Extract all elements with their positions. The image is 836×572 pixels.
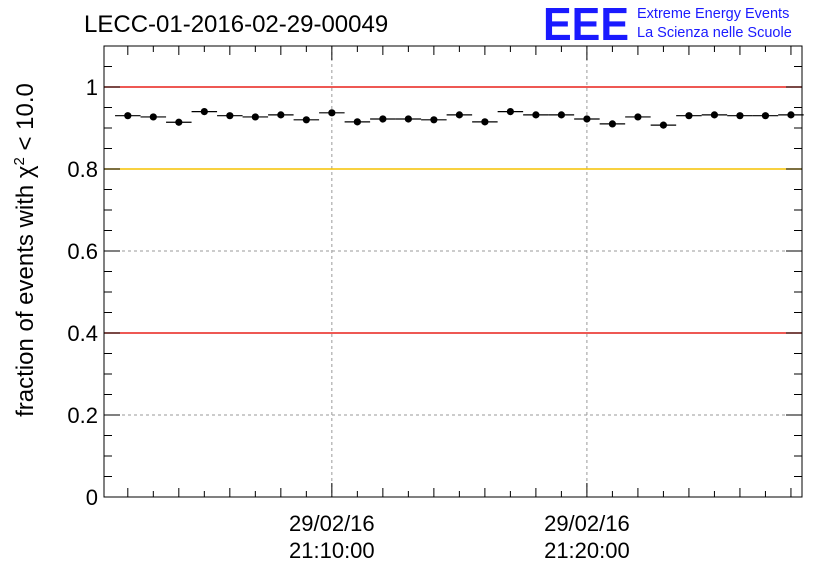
data-point (532, 111, 540, 119)
data-point (710, 111, 719, 119)
data-point (634, 113, 642, 121)
y-tick-label: 0 (86, 485, 98, 510)
y-tick-label: 0.2 (67, 403, 98, 428)
data-point (379, 115, 387, 123)
logo-line-2: La Scienza nelle Scuole (637, 25, 792, 41)
eee-logo: EEE Extreme Energy Events La Scienza nel… (543, 0, 792, 50)
data-point (200, 108, 208, 116)
x-tick-time-label: 21:10:00 (289, 538, 375, 563)
data-point (736, 112, 744, 120)
logo-line-1: Extreme Energy Events (637, 6, 789, 22)
data-point (583, 115, 591, 123)
data-point (251, 113, 259, 121)
y-tick-label: 0.4 (67, 321, 98, 346)
data-point (226, 112, 234, 120)
data-points (115, 108, 804, 129)
x-tick-date-label: 29/02/16 (289, 511, 375, 536)
data-point (302, 116, 310, 124)
data-point (481, 118, 489, 126)
data-point (608, 120, 617, 128)
data-point (430, 116, 438, 124)
data-point (557, 111, 565, 119)
data-point (175, 118, 183, 126)
data-point (455, 111, 463, 119)
data-point (659, 121, 668, 129)
data-point (506, 108, 514, 116)
x-tick-time-label: 21:20:00 (544, 538, 630, 563)
y-tick-label: 0.8 (67, 157, 98, 182)
data-point (404, 115, 412, 123)
data-point (277, 111, 285, 119)
data-point (761, 112, 770, 120)
y-axis-label: fraction of events with χ2 < 10.0 (11, 83, 39, 417)
chart-title: LECC-01-2016-02-29-00049 (84, 11, 388, 38)
data-point (328, 109, 336, 117)
data-point (787, 111, 795, 119)
data-point (124, 112, 132, 120)
logo-mark: EEE (543, 0, 629, 50)
x-tick-date-label: 29/02/16 (544, 511, 630, 536)
data-point (353, 118, 361, 126)
data-point (149, 113, 157, 121)
reference-lines (104, 86, 802, 334)
data-point (685, 112, 693, 120)
y-tick-label: 0.6 (67, 239, 98, 264)
tick-labels: 00.20.40.60.8129/02/1621:10:0029/02/1621… (67, 75, 629, 563)
y-tick-label: 1 (86, 75, 98, 100)
axes (103, 45, 803, 498)
